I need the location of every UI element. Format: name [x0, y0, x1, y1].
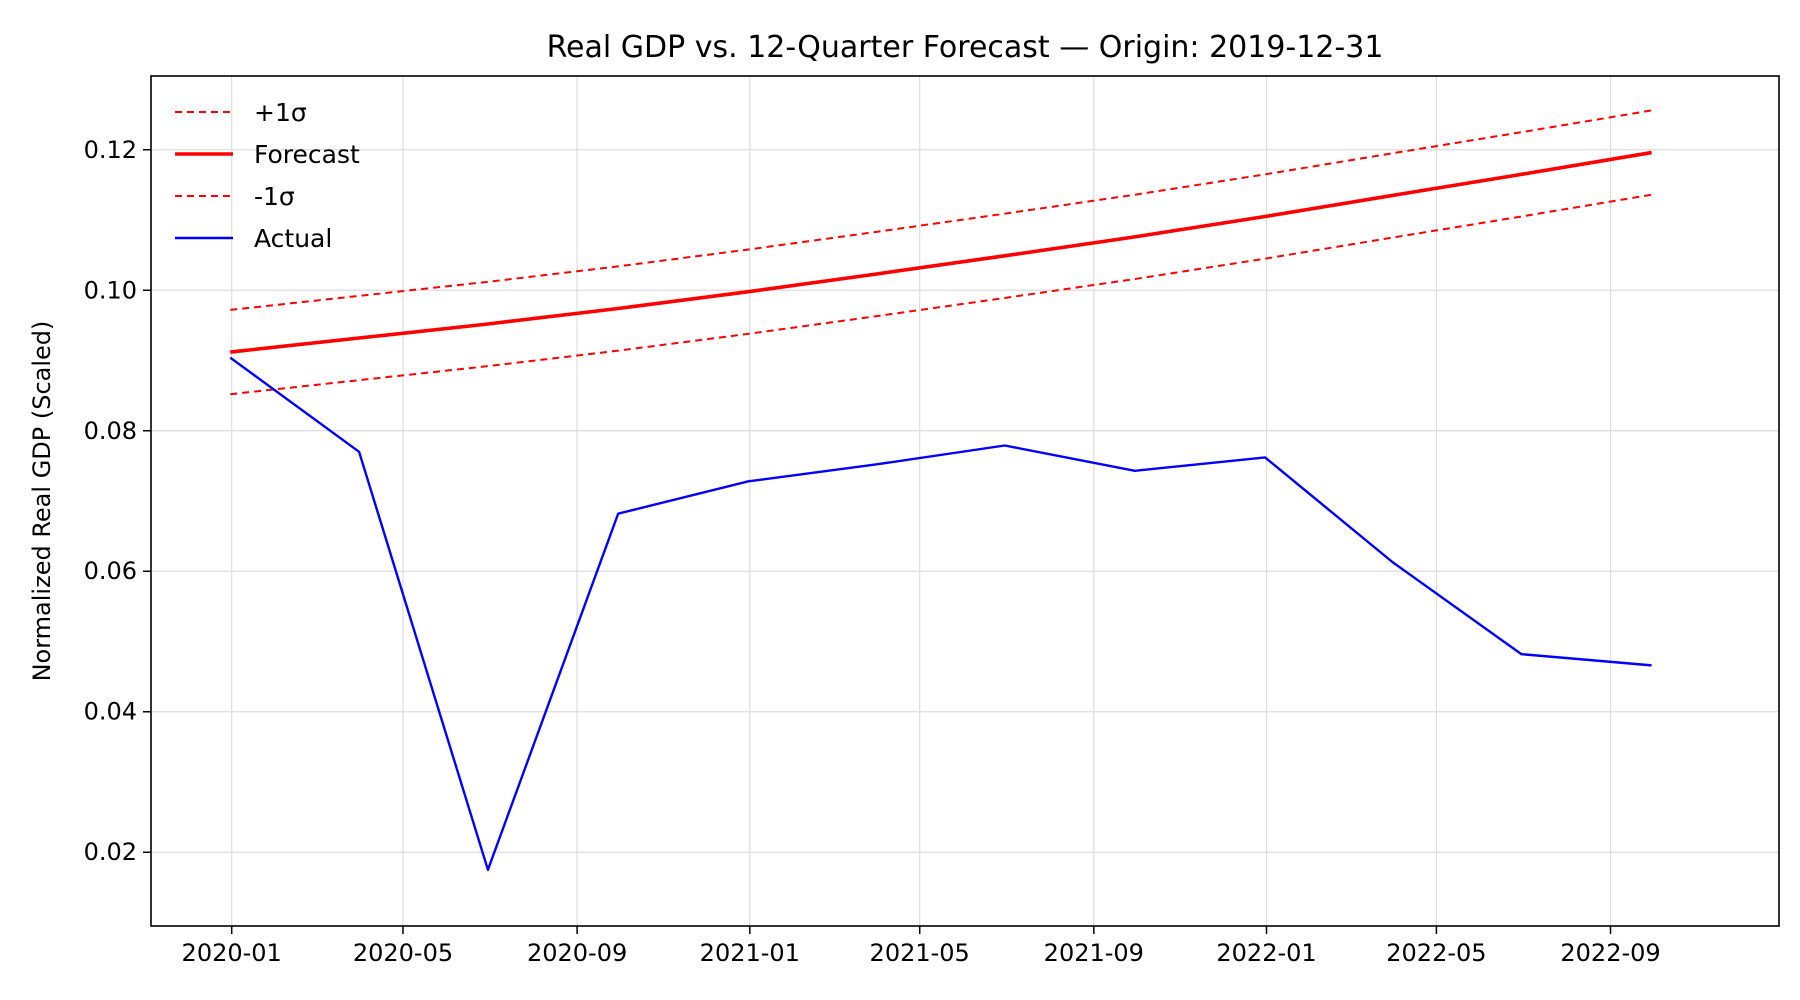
x-tick-label: 2022-09	[1560, 939, 1660, 967]
chart-title: Real GDP vs. 12-Quarter Forecast — Origi…	[547, 30, 1384, 65]
legend-label: Forecast	[254, 140, 360, 169]
series-line-plus-1-sigma	[230, 109, 1652, 311]
plot-area-frame	[150, 75, 1780, 927]
y-tick-label: 0.10	[84, 276, 137, 304]
series-line-minus-1-sigma	[230, 193, 1652, 396]
series-lines	[229, 109, 1652, 871]
legend-label: -1σ	[254, 182, 295, 211]
y-tick-label: 0.06	[84, 557, 137, 585]
y-axis-label: Normalized Real GDP (Scaled)	[28, 321, 56, 682]
legend-label: +1σ	[254, 98, 307, 127]
legend: +1σ Forecast -1σ Actual	[175, 98, 360, 253]
y-tick-label: 0.12	[84, 136, 137, 164]
axis-ticks: 2020-01 2020-05 2020-09 2021-01 2021-05 2021-…	[84, 136, 1661, 967]
y-tick-label: 0.02	[84, 838, 137, 866]
x-tick-label: 2021-05	[870, 939, 970, 967]
grid	[151, 76, 1779, 926]
y-tick-label: 0.04	[84, 698, 137, 726]
series-line-forecast	[230, 150, 1652, 354]
x-tick-label: 2021-01	[700, 939, 800, 967]
x-tick-label: 2021-09	[1044, 939, 1144, 967]
x-tick-label: 2020-01	[182, 939, 282, 967]
y-tick-label: 0.08	[84, 417, 137, 445]
series-line-actual	[229, 356, 1652, 871]
x-tick-label: 2022-05	[1386, 939, 1486, 967]
x-tick-label: 2020-09	[527, 939, 627, 967]
x-tick-label: 2020-05	[353, 939, 453, 967]
x-tick-label: 2022-01	[1216, 939, 1316, 967]
legend-label: Actual	[254, 224, 332, 253]
